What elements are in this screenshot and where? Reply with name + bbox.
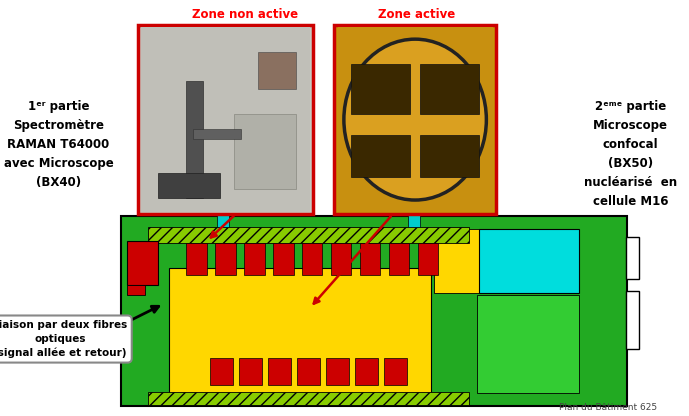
FancyBboxPatch shape xyxy=(244,243,265,275)
FancyBboxPatch shape xyxy=(127,241,158,285)
FancyBboxPatch shape xyxy=(408,215,420,227)
FancyBboxPatch shape xyxy=(297,358,320,385)
FancyBboxPatch shape xyxy=(418,243,438,275)
Text: Zone non active: Zone non active xyxy=(192,8,298,21)
FancyBboxPatch shape xyxy=(273,243,294,275)
FancyBboxPatch shape xyxy=(234,114,296,189)
FancyBboxPatch shape xyxy=(331,243,351,275)
FancyBboxPatch shape xyxy=(193,129,241,139)
FancyBboxPatch shape xyxy=(186,243,207,275)
Text: Plan du Bâtiment 625: Plan du Bâtiment 625 xyxy=(559,403,657,412)
FancyBboxPatch shape xyxy=(389,243,409,275)
Text: Zone active: Zone active xyxy=(378,8,455,21)
FancyBboxPatch shape xyxy=(360,243,380,275)
FancyBboxPatch shape xyxy=(434,229,479,293)
Text: 1ᵉʳ partie
Spectromètre
RAMAN T64000
avec Microscope
(BX40): 1ᵉʳ partie Spectromètre RAMAN T64000 ave… xyxy=(3,100,114,189)
FancyBboxPatch shape xyxy=(217,215,229,227)
Text: 2ᵉᵐᵉ partie
Microscope
confocal
(BX50)
nucléarisé  en
cellule M16: 2ᵉᵐᵉ partie Microscope confocal (BX50) n… xyxy=(584,100,677,208)
FancyBboxPatch shape xyxy=(148,392,469,405)
FancyBboxPatch shape xyxy=(626,237,639,279)
FancyBboxPatch shape xyxy=(302,243,322,275)
FancyBboxPatch shape xyxy=(326,358,349,385)
FancyBboxPatch shape xyxy=(121,216,627,406)
FancyBboxPatch shape xyxy=(186,81,203,198)
FancyBboxPatch shape xyxy=(420,135,479,177)
FancyBboxPatch shape xyxy=(215,243,236,275)
FancyBboxPatch shape xyxy=(338,27,493,212)
FancyBboxPatch shape xyxy=(210,358,233,385)
FancyBboxPatch shape xyxy=(148,227,469,243)
FancyBboxPatch shape xyxy=(334,25,496,214)
FancyBboxPatch shape xyxy=(239,358,262,385)
FancyBboxPatch shape xyxy=(158,173,220,198)
FancyBboxPatch shape xyxy=(479,229,579,293)
Text: Liaison par deux fibres
optiques
(signal allée et retour): Liaison par deux fibres optiques (signal… xyxy=(0,319,127,359)
FancyBboxPatch shape xyxy=(138,25,313,214)
FancyBboxPatch shape xyxy=(258,52,296,89)
FancyBboxPatch shape xyxy=(141,27,310,212)
FancyBboxPatch shape xyxy=(477,295,579,393)
FancyBboxPatch shape xyxy=(384,358,407,385)
FancyBboxPatch shape xyxy=(626,291,639,349)
Ellipse shape xyxy=(344,39,486,200)
FancyBboxPatch shape xyxy=(351,135,410,177)
FancyBboxPatch shape xyxy=(127,285,145,295)
FancyBboxPatch shape xyxy=(169,268,431,393)
FancyBboxPatch shape xyxy=(351,64,410,114)
FancyBboxPatch shape xyxy=(355,358,378,385)
FancyBboxPatch shape xyxy=(420,64,479,114)
FancyBboxPatch shape xyxy=(268,358,291,385)
